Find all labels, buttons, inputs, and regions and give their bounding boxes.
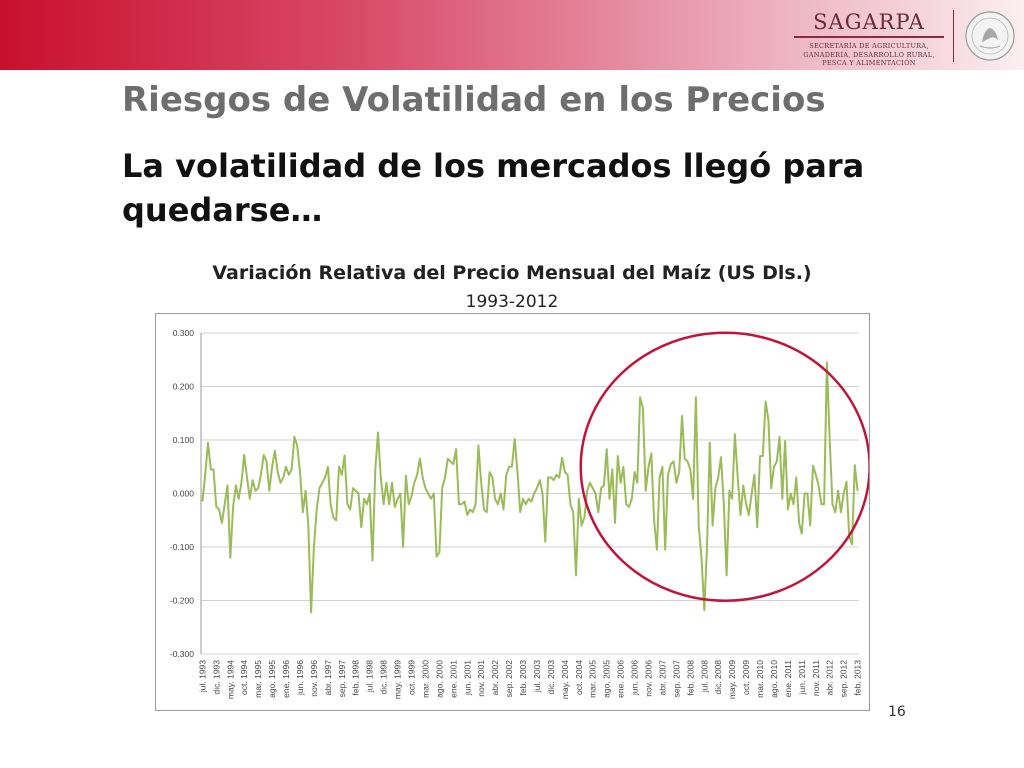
x-tick-label: oct. 2009 xyxy=(741,660,751,695)
x-tick-label: dic. 2003 xyxy=(546,660,556,695)
page-number: 16 xyxy=(888,704,906,720)
y-axis-ticks: 0.300 0.200 0.100 0.000 -0.100 -0.200 -0.300 xyxy=(170,328,194,659)
x-tick-label: dic. 2008 xyxy=(713,660,723,695)
x-tick-label: may. 2004 xyxy=(560,660,570,699)
x-tick-label: nov. 2011 xyxy=(811,660,821,696)
x-tick-label: may. 1999 xyxy=(393,660,403,699)
x-tick-label: may. 2009 xyxy=(727,660,737,699)
x-tick-label: oct. 1994 xyxy=(239,660,249,695)
x-tick-label: jul. 1998 xyxy=(365,660,375,693)
x-tick-label: jun. 2001 xyxy=(462,660,472,696)
chart-frame: 0.300 0.200 0.100 0.000 -0.100 -0.200 -0.300 j… xyxy=(155,313,870,711)
x-axis-ticks: jul. 1993 dic. 1993 may. 1994 oct. 1994 mar.… xyxy=(197,660,862,699)
x-tick-label: sep. 2007 xyxy=(671,660,681,698)
y-tick-label: -0.300 xyxy=(170,649,194,659)
x-tick-label: ago. 2000 xyxy=(434,660,444,698)
x-tick-label: jun. 2011 xyxy=(797,660,807,696)
x-tick-label: jul. 2003 xyxy=(532,660,542,693)
x-tick-label: sep. 2012 xyxy=(839,660,849,698)
x-tick-label: ene. 2006 xyxy=(616,660,626,698)
x-tick-label: ago. 2010 xyxy=(769,660,779,698)
y-tick-label: 0.000 xyxy=(173,489,195,499)
x-tick-label: sep. 1997 xyxy=(337,660,347,698)
y-tick-label: 0.200 xyxy=(173,382,195,392)
x-tick-label: nov. 1996 xyxy=(309,660,319,697)
y-tick-label: 0.300 xyxy=(173,328,195,338)
x-tick-label: abr. 2007 xyxy=(657,660,667,696)
x-tick-label: dic. 1993 xyxy=(211,660,221,695)
x-tick-label: oct. 2004 xyxy=(574,660,584,695)
line-chart: 0.300 0.200 0.100 0.000 -0.100 -0.200 -0.300 j… xyxy=(170,328,869,699)
x-tick-label: feb. 2003 xyxy=(518,660,528,696)
x-tick-label: sep. 2002 xyxy=(504,660,514,698)
x-tick-label: abr. 1997 xyxy=(323,660,333,696)
mexican-coat-of-arms-seal-icon xyxy=(965,11,1015,61)
x-tick-label: oct. 1999 xyxy=(407,660,417,695)
x-tick-label: nov. 2006 xyxy=(643,660,653,697)
x-tick-label: ago. 2005 xyxy=(602,660,612,698)
logo-name: SAGARPA xyxy=(794,10,944,38)
header-banner xyxy=(0,0,1024,70)
x-tick-label: feb. 2008 xyxy=(685,660,695,696)
x-tick-label: jun. 2006 xyxy=(630,660,640,696)
gridlines xyxy=(200,332,859,655)
slide-subtitle: La volatilidad de los mercados llegó par… xyxy=(122,147,865,229)
chart-subtitle: 1993-2012 xyxy=(465,292,559,312)
x-tick-label: ago. 1995 xyxy=(267,660,277,698)
x-tick-label: mar. 2010 xyxy=(755,660,765,698)
x-tick-label: mar. 2005 xyxy=(588,660,598,698)
series-line xyxy=(201,361,859,614)
x-tick-label: abr. 2002 xyxy=(490,660,500,696)
y-tick-label: 0.100 xyxy=(173,435,195,445)
logo-separator xyxy=(953,10,954,62)
x-tick-label: ene. 1996 xyxy=(281,660,291,698)
x-tick-label: may. 1994 xyxy=(225,660,235,699)
slide-title: Riesgos de Volatilidad en los Precios xyxy=(122,80,826,120)
y-tick-label: -0.200 xyxy=(170,596,194,606)
logo-subtitle: SECRETARÍA DE AGRICULTURA, GANADERÍA, DE… xyxy=(794,42,944,68)
x-tick-label: ene. 2011 xyxy=(783,660,793,697)
x-tick-label: jun. 1996 xyxy=(295,660,305,696)
x-tick-label: mar. 1995 xyxy=(253,660,263,698)
logo-subtitle-line: SECRETARÍA DE AGRICULTURA, xyxy=(809,42,929,50)
x-tick-label: jul. 2008 xyxy=(699,660,709,693)
x-tick-label: feb. 2013 xyxy=(853,660,863,696)
x-tick-label: nov. 2001 xyxy=(476,660,486,697)
logo-subtitle-line: PESCA Y ALIMENTACIÓN xyxy=(822,59,916,67)
x-tick-label: jul. 1993 xyxy=(197,660,207,693)
x-tick-label: abr. 2012 xyxy=(825,660,835,696)
x-tick-label: dic. 1998 xyxy=(379,660,389,695)
logo-subtitle-line: GANADERÍA, DESARROLLO RURAL, xyxy=(803,50,935,59)
sagarpa-logo: SAGARPA SECRETARÍA DE AGRICULTURA, GANAD… xyxy=(794,10,944,68)
highlight-circle xyxy=(579,331,869,602)
y-tick-label: -0.100 xyxy=(170,542,194,552)
x-tick-label: feb. 1998 xyxy=(351,660,361,696)
x-tick-label: mar. 2000 xyxy=(420,660,430,698)
x-tick-label: ene. 2001 xyxy=(448,660,458,698)
chart-title: Variación Relativa del Precio Mensual de… xyxy=(212,262,812,284)
